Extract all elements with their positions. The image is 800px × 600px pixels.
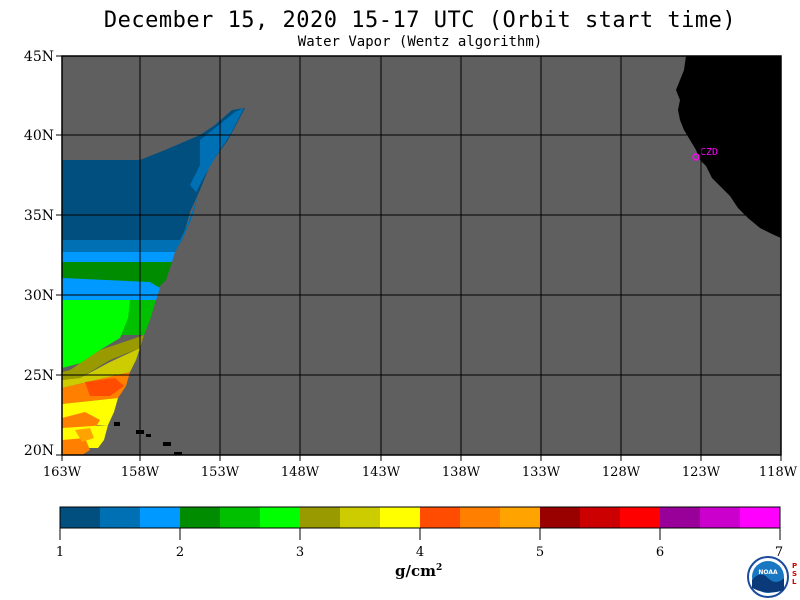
ocean-area [62, 56, 781, 455]
swath-band [190, 108, 244, 192]
colorbar-tick-label: 5 [536, 545, 544, 560]
lat-label: 20N [24, 443, 54, 459]
colorbar-swatch [260, 507, 301, 528]
swath-band [62, 412, 100, 428]
lat-label: 30N [24, 288, 54, 304]
lon-label: 153W [201, 465, 240, 480]
colorbar-swatch [300, 507, 341, 528]
colorbar-swatch [500, 507, 541, 528]
colorbar-swatch [180, 507, 221, 528]
lon-label: 118W [759, 465, 798, 480]
swath-band [75, 428, 94, 442]
psl-logo: PSL [792, 562, 800, 586]
colorbar-tick-label: 2 [176, 545, 184, 560]
swath-band [62, 196, 198, 252]
colorbar-swatch [60, 507, 101, 528]
colorbar-swatch [220, 507, 261, 528]
colorbar-swatch [140, 507, 181, 528]
colorbar-swatch [700, 507, 741, 528]
swath-band [62, 335, 144, 380]
graticule [62, 56, 781, 455]
colorbar-swatch [740, 507, 781, 528]
swath-band [62, 438, 90, 455]
swath-band [85, 378, 124, 396]
colorbar-units: g/cm2 [395, 562, 443, 580]
lat-label: 35N [24, 208, 54, 224]
colorbar-tick-label: 7 [775, 545, 783, 560]
swath-band [62, 108, 245, 240]
map-title: December 15, 2020 15-17 UTC (Orbit start… [103, 8, 737, 33]
land-north-america [676, 56, 781, 238]
colorbar-swatch [620, 507, 661, 528]
colorbar-swatch [540, 507, 581, 528]
colorbar-swatch [340, 507, 381, 528]
lon-label: 133W [522, 465, 561, 480]
psl-logo-text: PSL [792, 562, 798, 586]
station-marker: CZD [692, 147, 718, 161]
swath-band [62, 348, 140, 388]
colorbar-swatch [460, 507, 501, 528]
lon-label: 163W [43, 465, 82, 480]
colorbar-swatch [100, 507, 141, 528]
colorbar-tick-label: 1 [56, 545, 64, 560]
noaa-logo-text: NOAA [758, 569, 778, 576]
colorbar-swatch [380, 507, 421, 528]
colorbar-tick-label: 6 [656, 545, 664, 560]
map-frame [61, 55, 782, 456]
map-subtitle: Water Vapor (Wentz algorithm) [297, 34, 543, 50]
colorbar-tick-label: 4 [416, 545, 424, 560]
lat-label: 45N [24, 49, 54, 65]
data-swath [62, 108, 245, 455]
colorbar-swatch [580, 507, 621, 528]
colorbar-tick-label: 3 [296, 545, 304, 560]
noaa-logo: NOAA [747, 556, 789, 598]
lon-label: 138W [442, 465, 481, 480]
lon-label: 148W [281, 465, 320, 480]
lon-label: 123W [682, 465, 721, 480]
swath-band [62, 300, 130, 368]
swath-band [62, 252, 175, 262]
colorbar-swatch [660, 507, 701, 528]
lon-label: 143W [362, 465, 401, 480]
colorbar-swatch [420, 507, 461, 528]
station-label: CZD [700, 147, 718, 158]
lon-label: 158W [121, 465, 160, 480]
lon-label: 128W [602, 465, 641, 480]
lat-label: 25N [24, 368, 54, 384]
lat-label: 40N [24, 128, 54, 144]
colorbar [60, 507, 781, 528]
